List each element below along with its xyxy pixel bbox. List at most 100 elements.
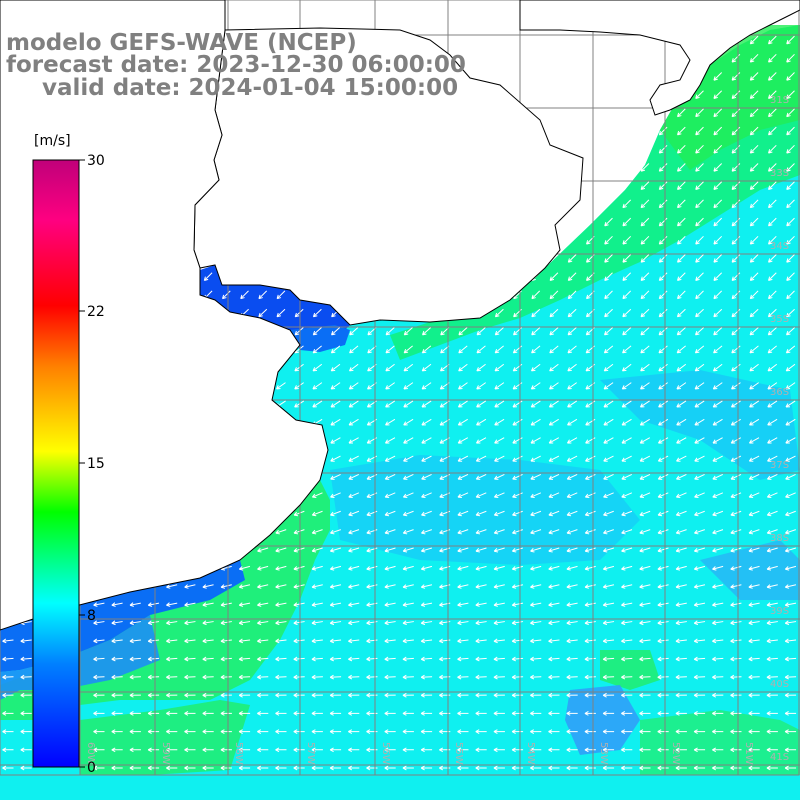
wind-arrow bbox=[749, 126, 759, 136]
wind-arrow bbox=[639, 455, 651, 462]
wind-arrow bbox=[422, 327, 432, 336]
wind-arrow bbox=[730, 547, 742, 553]
wind-arrow bbox=[767, 382, 778, 390]
wind-arrow bbox=[457, 492, 469, 499]
wind-arrow bbox=[493, 747, 505, 753]
wind-arrow bbox=[749, 181, 759, 190]
wind-arrow bbox=[657, 455, 669, 462]
wind-arrow bbox=[695, 163, 704, 172]
wind-arrow bbox=[548, 474, 560, 480]
wind-arrow bbox=[329, 692, 342, 698]
wind-arrow bbox=[622, 199, 632, 209]
wind-arrow bbox=[166, 584, 178, 589]
wind-arrow bbox=[621, 510, 633, 517]
wind-arrow bbox=[784, 692, 797, 698]
wind-arrow bbox=[220, 584, 232, 589]
wind-arrow bbox=[493, 510, 505, 517]
wind-arrow bbox=[421, 400, 432, 408]
wind-arrow bbox=[639, 510, 651, 517]
wind-arrow bbox=[712, 547, 724, 553]
wind-arrow bbox=[402, 692, 414, 698]
wind-arrow bbox=[639, 418, 650, 426]
wind-arrow bbox=[712, 711, 724, 716]
wind-arrow bbox=[695, 90, 704, 99]
wind-arrow bbox=[111, 602, 123, 607]
wind-arrow bbox=[458, 363, 468, 372]
wind-arrow bbox=[621, 492, 633, 499]
wind-arrow bbox=[348, 547, 360, 553]
wind-arrow bbox=[786, 144, 795, 154]
wind-arrow bbox=[384, 510, 396, 517]
wind-arrow bbox=[329, 674, 342, 680]
wind-arrow bbox=[511, 729, 524, 734]
wind-arrow bbox=[420, 620, 433, 626]
wind-arrow bbox=[257, 729, 269, 734]
wind-arrow bbox=[311, 602, 323, 607]
wind-arrow bbox=[238, 729, 251, 734]
wind-arrow bbox=[694, 345, 705, 354]
wind-arrow bbox=[293, 584, 305, 589]
wind-arrow bbox=[694, 363, 705, 372]
wind-arrow bbox=[147, 729, 160, 734]
wind-arrow bbox=[731, 382, 741, 390]
wind-arrow bbox=[421, 455, 432, 462]
wind-arrow bbox=[548, 400, 559, 408]
wind-arrow bbox=[275, 674, 287, 680]
wind-arrow bbox=[457, 656, 469, 662]
wind-arrow bbox=[713, 290, 723, 300]
wind-arrow bbox=[748, 565, 760, 571]
wind-arrow bbox=[730, 437, 742, 444]
wind-arrow bbox=[493, 692, 505, 698]
wind-arrow bbox=[457, 711, 469, 716]
wind-arrow bbox=[511, 765, 524, 771]
wind-arrow bbox=[785, 418, 796, 426]
wind-arrow bbox=[257, 602, 269, 607]
wind-arrow bbox=[784, 638, 797, 644]
wind-arrow bbox=[731, 53, 741, 63]
wind-arrow bbox=[548, 492, 560, 499]
wind-arrow bbox=[349, 327, 359, 336]
wind-arrow bbox=[548, 437, 560, 444]
wind-arrow bbox=[257, 656, 269, 662]
wind-arrow bbox=[2, 638, 14, 644]
wind-arrow bbox=[384, 565, 396, 571]
wind-arrow bbox=[693, 547, 706, 553]
wind-arrow bbox=[530, 382, 541, 390]
wind-arrow bbox=[640, 345, 650, 354]
wind-arrow bbox=[712, 510, 724, 517]
wind-arrow bbox=[476, 418, 487, 426]
wind-arrow bbox=[731, 90, 741, 99]
wind-arrow bbox=[111, 674, 123, 680]
wind-arrow bbox=[602, 656, 615, 662]
wind-arrow bbox=[457, 692, 469, 698]
wind-arrow bbox=[402, 729, 414, 734]
wind-arrow bbox=[566, 711, 578, 716]
wind-arrow bbox=[567, 308, 577, 318]
wind-arrow bbox=[621, 363, 632, 372]
wind-arrow bbox=[566, 529, 578, 535]
wind-arrow bbox=[658, 345, 668, 354]
wind-arrow bbox=[202, 765, 214, 771]
wind-arrow bbox=[238, 620, 251, 626]
latitude-label: 36S bbox=[770, 387, 789, 398]
wind-arrow bbox=[420, 656, 433, 662]
colorbar-tick-label: 15 bbox=[87, 456, 105, 472]
wind-arrow bbox=[603, 510, 614, 517]
latitude-label: 31S bbox=[770, 95, 789, 106]
wind-arrow bbox=[384, 492, 396, 499]
wind-arrow bbox=[238, 674, 251, 680]
wind-arrow bbox=[511, 620, 524, 626]
wind-arrow bbox=[147, 765, 160, 771]
wind-arrow bbox=[695, 235, 704, 245]
wind-arrow bbox=[475, 584, 487, 589]
wind-arrow bbox=[530, 474, 541, 480]
wind-arrow bbox=[713, 90, 723, 99]
wind-arrow bbox=[675, 729, 687, 734]
wind-arrow bbox=[566, 765, 578, 771]
wind-arrow bbox=[658, 163, 668, 172]
wind-arrow bbox=[494, 437, 505, 444]
wind-arrow bbox=[712, 729, 724, 734]
wind-arrow bbox=[584, 765, 596, 771]
wind-arrow bbox=[348, 565, 360, 571]
